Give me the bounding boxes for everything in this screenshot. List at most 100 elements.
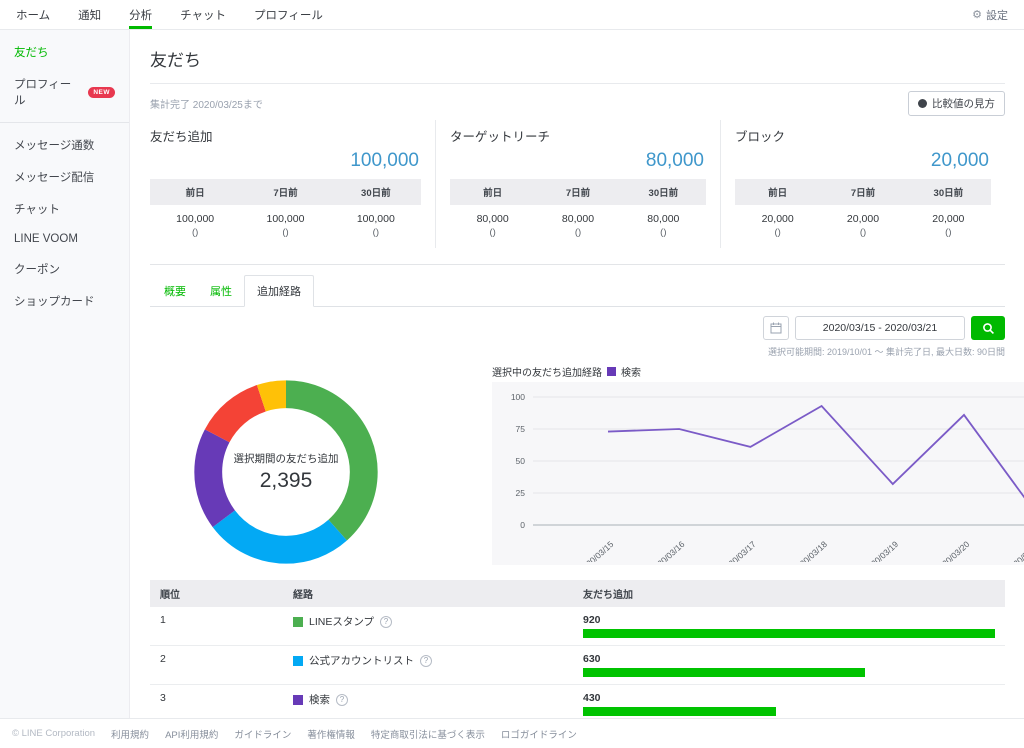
nav-item-analytics[interactable]: 分析 bbox=[129, 0, 153, 29]
col-header-30days: 30日前 bbox=[933, 188, 964, 199]
donut-segment-4 bbox=[194, 380, 378, 564]
stat-cell: 80,000() bbox=[647, 213, 680, 238]
footer-link-api-terms[interactable]: API利用規約 bbox=[165, 729, 219, 741]
rank-number: 2 bbox=[160, 653, 166, 665]
nav-item-home[interactable]: ホーム bbox=[16, 9, 51, 22]
footer-link-terms[interactable]: 利用規約 bbox=[111, 729, 150, 741]
date-filter-row bbox=[150, 316, 1005, 340]
ranking-row: 3 検索 ? 430 bbox=[150, 685, 1005, 718]
sidebar-item-friends[interactable]: 友だち bbox=[0, 36, 129, 68]
footer-link-guidelines[interactable]: ガイドライン bbox=[234, 729, 292, 741]
sidebar-item-label: LINE VOOM bbox=[14, 233, 78, 245]
donut-chart-box: 選択期間の友だち追加 2,395 bbox=[150, 364, 437, 568]
route-ranking-table: 順位 経路 友だち追加 1 LINEスタンプ ? 920 2 bbox=[150, 580, 1005, 718]
stat-block-target-reach: ターゲットリーチ 80,000 前日 7日前 30日前 80,000() 80,… bbox=[435, 120, 720, 248]
new-badge: NEW bbox=[88, 86, 115, 98]
ranking-row: 1 LINEスタンプ ? 920 bbox=[150, 607, 1005, 646]
stat-title: ターゲットリーチ bbox=[450, 130, 551, 144]
col-header-7days: 7日前 bbox=[565, 188, 591, 199]
footer-link-copyright-info[interactable]: 著作権情報 bbox=[307, 729, 355, 741]
help-icon[interactable]: ? bbox=[336, 693, 348, 706]
x-tick-label: 2020/03/17 bbox=[719, 539, 758, 562]
sidebar-item-chat[interactable]: チャット bbox=[0, 193, 129, 225]
route-value: 630 bbox=[583, 653, 601, 665]
compare-button-label: 比較値の見方 bbox=[932, 97, 995, 110]
sidebar-item-label: 友だち bbox=[14, 47, 49, 59]
y-tick-label: 25 bbox=[516, 488, 526, 498]
stats-summary-row: 友だち追加 100,000 前日 7日前 30日前 100,000() 100,… bbox=[150, 120, 1005, 248]
stat-table-header: 前日 7日前 30日前 bbox=[150, 179, 421, 205]
footer-copyright: © LINE Corporation bbox=[12, 728, 96, 739]
x-tick-label: 2020/03/20 bbox=[933, 539, 972, 562]
tab-attributes[interactable]: 属性 bbox=[210, 286, 232, 298]
line-chart-title: 選択中の友だち追加経路 bbox=[492, 368, 602, 379]
sidebar: 友だち プロフィール NEW メッセージ通数 メッセージ配信 チャット LINE… bbox=[0, 30, 130, 718]
col-header-friends-added: 友だち追加 bbox=[583, 590, 633, 601]
tab-add-route[interactable]: 追加経路 bbox=[244, 275, 314, 307]
col-header-prev-day: 前日 bbox=[483, 188, 503, 199]
top-navbar: ホーム 通知 分析 チャット プロフィール ⚙ 設定 bbox=[0, 0, 1024, 30]
nav-item-notifications[interactable]: 通知 bbox=[78, 9, 102, 22]
y-tick-label: 50 bbox=[516, 456, 526, 466]
sidebar-item-label: ショップカード bbox=[14, 296, 95, 308]
analytics-tabbar: 概要 属性 追加経路 bbox=[150, 275, 1005, 307]
rank-number: 3 bbox=[160, 692, 166, 704]
stat-title: ブロック bbox=[735, 130, 786, 144]
route-color-swatch bbox=[293, 655, 303, 666]
route-color-swatch bbox=[293, 616, 303, 627]
stat-cell: 80,000() bbox=[561, 213, 595, 238]
sidebar-item-label: メッセージ配信 bbox=[14, 172, 95, 184]
x-tick-label: 2020/03/21 bbox=[1004, 539, 1024, 562]
footer-link-logo-guidelines[interactable]: ロゴガイドライン bbox=[500, 729, 577, 741]
sidebar-item-profile[interactable]: プロフィール NEW bbox=[0, 68, 129, 116]
sidebar-item-shop-card[interactable]: ショップカード bbox=[0, 285, 129, 317]
line-chart-box: 選択中の友だち追加経路 検索 0 25 50 75 100 2020/03/15 2020/… bbox=[437, 364, 1024, 575]
x-tick-label: 2020/03/15 bbox=[577, 539, 616, 562]
date-range-input[interactable] bbox=[795, 316, 965, 340]
stat-block-friends-added: 友だち追加 100,000 前日 7日前 30日前 100,000() 100,… bbox=[150, 120, 435, 248]
compare-values-help-button[interactable]: 比較値の見方 bbox=[908, 90, 1005, 116]
legend-label-search: 検索 bbox=[621, 368, 641, 379]
nav-item-profile[interactable]: プロフィール bbox=[254, 9, 323, 22]
value-bar bbox=[583, 629, 995, 638]
route-label: LINEスタンプ bbox=[309, 616, 375, 628]
help-icon[interactable]: ? bbox=[420, 654, 432, 667]
aggregation-status-note: 集計完了 2020/03/25まで bbox=[150, 99, 263, 111]
sidebar-item-coupon[interactable]: クーポン bbox=[0, 253, 129, 285]
main-content: 友だち 集計完了 2020/03/25まで 比較値の見方 友だち追加 100,0… bbox=[130, 30, 1024, 718]
top-nav-items: ホーム 通知 分析 チャット プロフィール bbox=[16, 0, 323, 29]
sidebar-item-message-count[interactable]: メッセージ通数 bbox=[0, 129, 129, 161]
footer-link-commercial-law[interactable]: 特定商取引法に基づく表示 bbox=[370, 729, 485, 741]
page-title: 友だち bbox=[150, 46, 1005, 84]
col-header-7days: 7日前 bbox=[273, 188, 298, 199]
col-header-30days: 30日前 bbox=[361, 188, 391, 199]
route-label: 検索 bbox=[309, 694, 330, 706]
nav-item-chat[interactable]: チャット bbox=[180, 9, 227, 22]
sidebar-item-message-delivery[interactable]: メッセージ配信 bbox=[0, 161, 129, 193]
value-bar bbox=[583, 668, 866, 677]
tab-overview[interactable]: 概要 bbox=[164, 286, 186, 298]
settings-button[interactable]: ⚙ 設定 bbox=[972, 0, 1008, 29]
stat-cell: 80,000() bbox=[476, 213, 509, 238]
value-bar bbox=[583, 707, 776, 716]
sidebar-item-line-voom[interactable]: LINE VOOM bbox=[0, 225, 129, 253]
x-tick-label: 2020/03/16 bbox=[648, 539, 687, 562]
donut-segment-1 bbox=[194, 380, 378, 564]
settings-label: 設定 bbox=[986, 9, 1008, 22]
search-icon bbox=[982, 322, 994, 334]
stat-total-value: 80,000 bbox=[645, 150, 704, 171]
col-header-30days: 30日前 bbox=[648, 188, 679, 199]
ranking-row: 2 公式アカウントリスト ? 630 bbox=[150, 646, 1005, 685]
stat-cell: 100,000() bbox=[356, 213, 395, 238]
y-tick-label: 100 bbox=[511, 392, 525, 402]
donut-center-value: 2,395 bbox=[259, 469, 313, 492]
donut-segments bbox=[194, 380, 378, 564]
donut-center: 選択期間の友だち追加 2,395 bbox=[190, 376, 382, 568]
line-series-search bbox=[607, 404, 1024, 499]
x-tick-label: 2020/03/19 bbox=[862, 539, 901, 562]
calendar-button[interactable] bbox=[763, 316, 789, 340]
section-divider bbox=[150, 264, 1005, 265]
help-icon[interactable]: ? bbox=[380, 615, 393, 628]
route-value: 920 bbox=[583, 614, 601, 626]
date-search-button[interactable] bbox=[971, 316, 1005, 340]
